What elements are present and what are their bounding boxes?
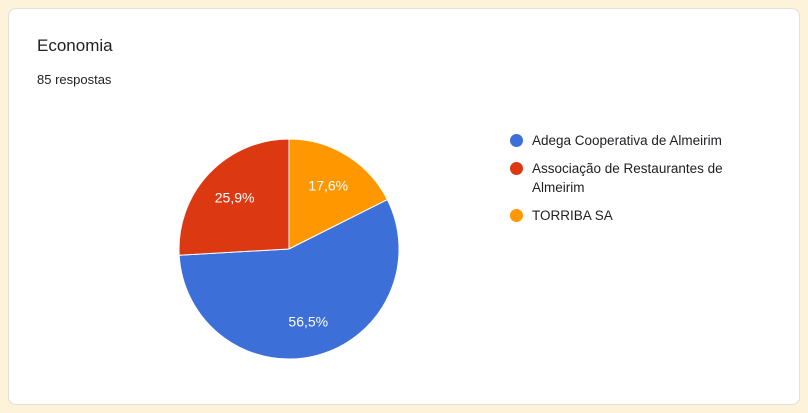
legend-swatch-icon <box>510 209 523 222</box>
pie-chart: 17,6% 56,5% 25,9% <box>178 138 400 360</box>
pie-slice[interactable] <box>288 138 388 250</box>
chart-title: Economia <box>37 36 113 55</box>
legend-label: Associação de Restaurantes de Almeirim <box>532 161 723 195</box>
legend-item: Adega Cooperativa de Almeirim <box>510 131 762 150</box>
slice-label: 17,6% <box>308 177 348 193</box>
legend-swatch-icon <box>510 134 523 147</box>
slice-label: 25,9% <box>215 190 255 206</box>
legend: Adega Cooperativa de Almeirim Associação… <box>510 131 762 234</box>
response-count: 85 respostas <box>37 72 112 87</box>
slice-label: 56,5% <box>288 313 328 329</box>
pie-slice[interactable] <box>178 138 290 256</box>
legend-swatch-icon <box>510 162 523 175</box>
pie-chart-area: 17,6% 56,5% 25,9% <box>178 138 400 360</box>
legend-item: TORRIBA SA <box>510 206 762 225</box>
chart-card: Economia 85 respostas 17,6% 56,5% 25,9% Ad… <box>8 8 800 405</box>
legend-label: Adega Cooperativa de Almeirim <box>532 133 722 148</box>
legend-label: TORRIBA SA <box>532 208 613 223</box>
pie-slice[interactable] <box>178 199 400 360</box>
legend-item: Associação de Restaurantes de Almeirim <box>510 159 762 197</box>
